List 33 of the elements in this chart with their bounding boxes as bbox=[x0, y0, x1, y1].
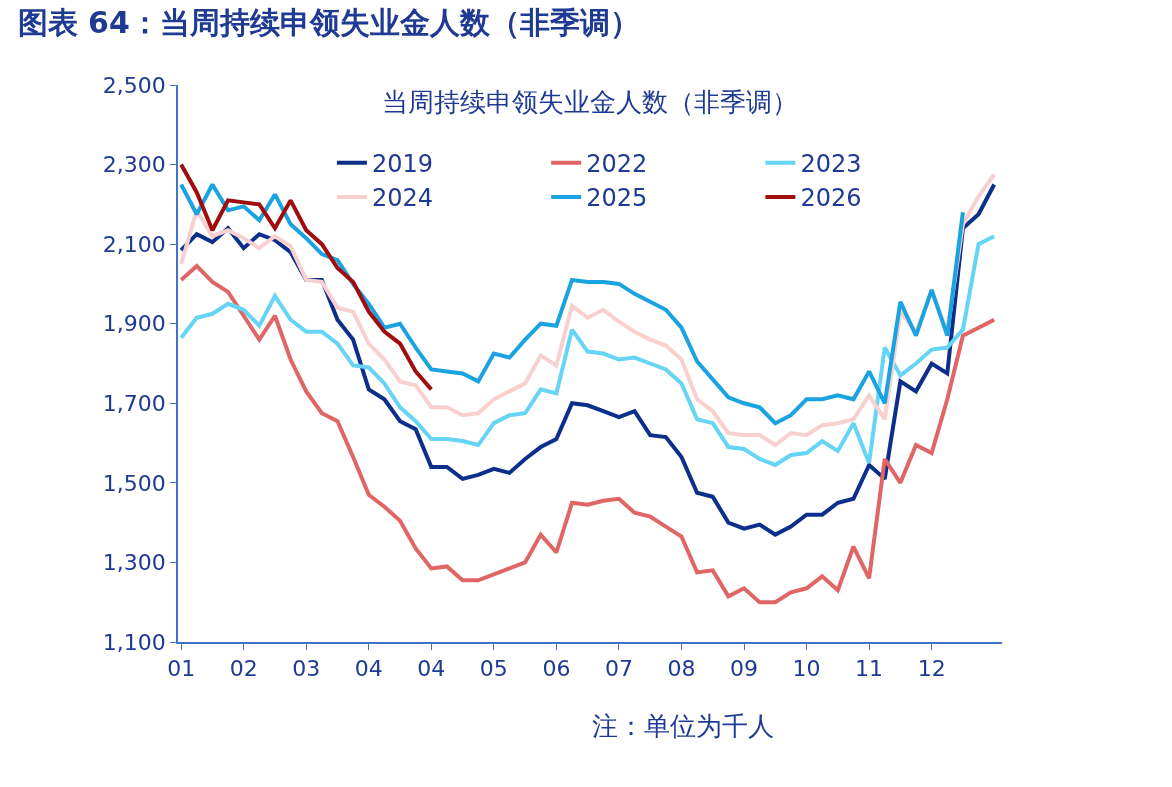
y-tick-label: 2,100 bbox=[102, 231, 166, 257]
x-tick-label: 10 bbox=[792, 656, 821, 682]
legend-label: 2025 bbox=[586, 184, 648, 213]
y-tick-label: 1,900 bbox=[102, 311, 166, 337]
chart-subtitle: 当周持续申领失业金人数（非季调） bbox=[382, 87, 798, 117]
y-tick-label: 1,300 bbox=[102, 550, 166, 576]
line-series bbox=[179, 264, 997, 605]
text: 注：单位为千人 bbox=[592, 711, 774, 741]
legend-label: 2019 bbox=[371, 150, 433, 179]
x-tick-label: 05 bbox=[479, 656, 508, 682]
legend-label: 2024 bbox=[371, 184, 433, 213]
x-tick-label: 06 bbox=[542, 656, 571, 682]
legend-label: 2022 bbox=[586, 150, 648, 179]
y-tick-label: 1,500 bbox=[102, 470, 166, 496]
x-tick-label: 04 bbox=[417, 656, 446, 682]
x-tick-label: 08 bbox=[667, 656, 696, 682]
x-tick-label: 11 bbox=[855, 656, 884, 682]
x-tick-label: 03 bbox=[292, 656, 321, 682]
line-series bbox=[179, 234, 997, 467]
legend-label: 2023 bbox=[800, 150, 862, 179]
y-tick-label: 2,300 bbox=[102, 152, 166, 178]
x-tick-label: 04 bbox=[354, 656, 383, 682]
x-tick-label: 02 bbox=[229, 656, 258, 682]
x-tick-label: 09 bbox=[730, 656, 759, 682]
line-series bbox=[179, 182, 965, 426]
legend-label: 2026 bbox=[800, 184, 862, 213]
chart-title: 图表 64：当周持续申领失业金人数（非季调） bbox=[17, 4, 640, 40]
y-tick-label: 1,700 bbox=[102, 390, 166, 416]
y-tick-label: 2,500 bbox=[102, 72, 166, 98]
x-tick-label: 12 bbox=[917, 656, 946, 682]
x-tick-label: 01 bbox=[167, 656, 196, 682]
x-tick-label: 07 bbox=[604, 656, 633, 682]
y-tick-label: 1,100 bbox=[102, 629, 166, 655]
